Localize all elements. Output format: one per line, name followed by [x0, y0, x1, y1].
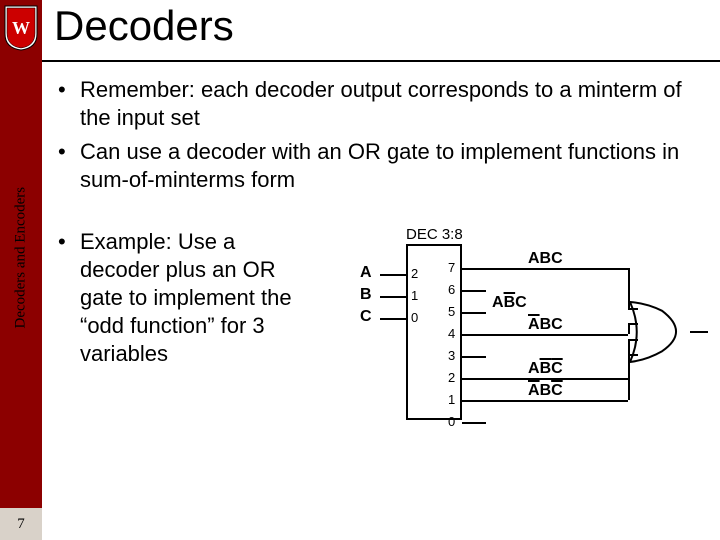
input-wire — [380, 274, 406, 276]
connector-wire-h — [628, 323, 638, 325]
title-underline — [42, 60, 720, 62]
output-wire — [462, 334, 628, 336]
output-wire — [462, 312, 486, 314]
slide-title: Decoders — [54, 2, 234, 50]
bullet-text: Example: Use a decoder plus an OR gate t… — [80, 228, 308, 368]
bullet-mark: • — [58, 138, 80, 194]
input-label-C: C — [360, 308, 372, 326]
output-pin-number: 2 — [448, 370, 455, 385]
output-pin-number: 3 — [448, 348, 455, 363]
connector-wire-v — [628, 354, 630, 400]
output-label: ABC — [528, 250, 563, 268]
connector-wire-v — [628, 268, 630, 308]
bullet-text: Can use a decoder with an OR gate to imp… — [80, 138, 708, 194]
bullet-item: • Example: Use a decoder plus an OR gate… — [58, 228, 308, 368]
bullet-item: • Can use a decoder with an OR gate to i… — [58, 138, 708, 194]
svg-text:W: W — [12, 18, 30, 38]
wisconsin-crest-icon: W — [3, 4, 39, 52]
output-pin-number: 6 — [448, 282, 455, 297]
slide-content: • Remember: each decoder output correspo… — [58, 76, 708, 438]
output-label: ABC — [528, 316, 563, 334]
example-text-column: • Example: Use a decoder plus an OR gate… — [58, 228, 308, 374]
input-wire — [380, 318, 406, 320]
example-row: • Example: Use a decoder plus an OR gate… — [58, 228, 708, 438]
or-gate-icon — [628, 300, 710, 364]
input-pin-number: 1 — [411, 288, 418, 303]
page-number: 7 — [0, 508, 42, 540]
input-pin-number: 0 — [411, 310, 418, 325]
output-wire — [462, 422, 486, 424]
output-label: ABC — [492, 294, 527, 312]
output-pin-number: 1 — [448, 392, 455, 407]
input-wire — [380, 296, 406, 298]
decoder-block-label: DEC 3:8 — [406, 226, 463, 243]
bullet-mark: • — [58, 76, 80, 132]
input-label-B: B — [360, 286, 372, 304]
bullet-mark: • — [58, 228, 80, 368]
output-pin-number: 7 — [448, 260, 455, 275]
decoder-circuit-diagram: DEC 3:8 A 2 B 1 C 0 7 ABC 6 5 ABC 4 ABC 3 2 ABC 1 ABC 0 — [308, 228, 708, 438]
output-wire — [462, 356, 486, 358]
output-wire — [462, 290, 486, 292]
sidebar-topic-label: Decoders and Encoders — [13, 187, 30, 329]
output-wire — [462, 400, 628, 402]
connector-wire-h — [628, 339, 638, 341]
input-pin-number: 2 — [411, 266, 418, 281]
output-pin-number: 0 — [448, 414, 455, 429]
output-wire — [462, 378, 628, 380]
connector-wire-h — [628, 308, 638, 310]
page-number-value: 7 — [17, 516, 25, 533]
output-wire — [462, 268, 628, 270]
bullet-item: • Remember: each decoder output correspo… — [58, 76, 708, 132]
bullet-text: Remember: each decoder output correspond… — [80, 76, 708, 132]
output-pin-number: 5 — [448, 304, 455, 319]
output-label: ABC — [528, 382, 563, 400]
output-pin-number: 4 — [448, 326, 455, 341]
input-label-A: A — [360, 264, 372, 282]
connector-wire-h — [628, 354, 638, 356]
output-label: ABC — [528, 360, 563, 378]
